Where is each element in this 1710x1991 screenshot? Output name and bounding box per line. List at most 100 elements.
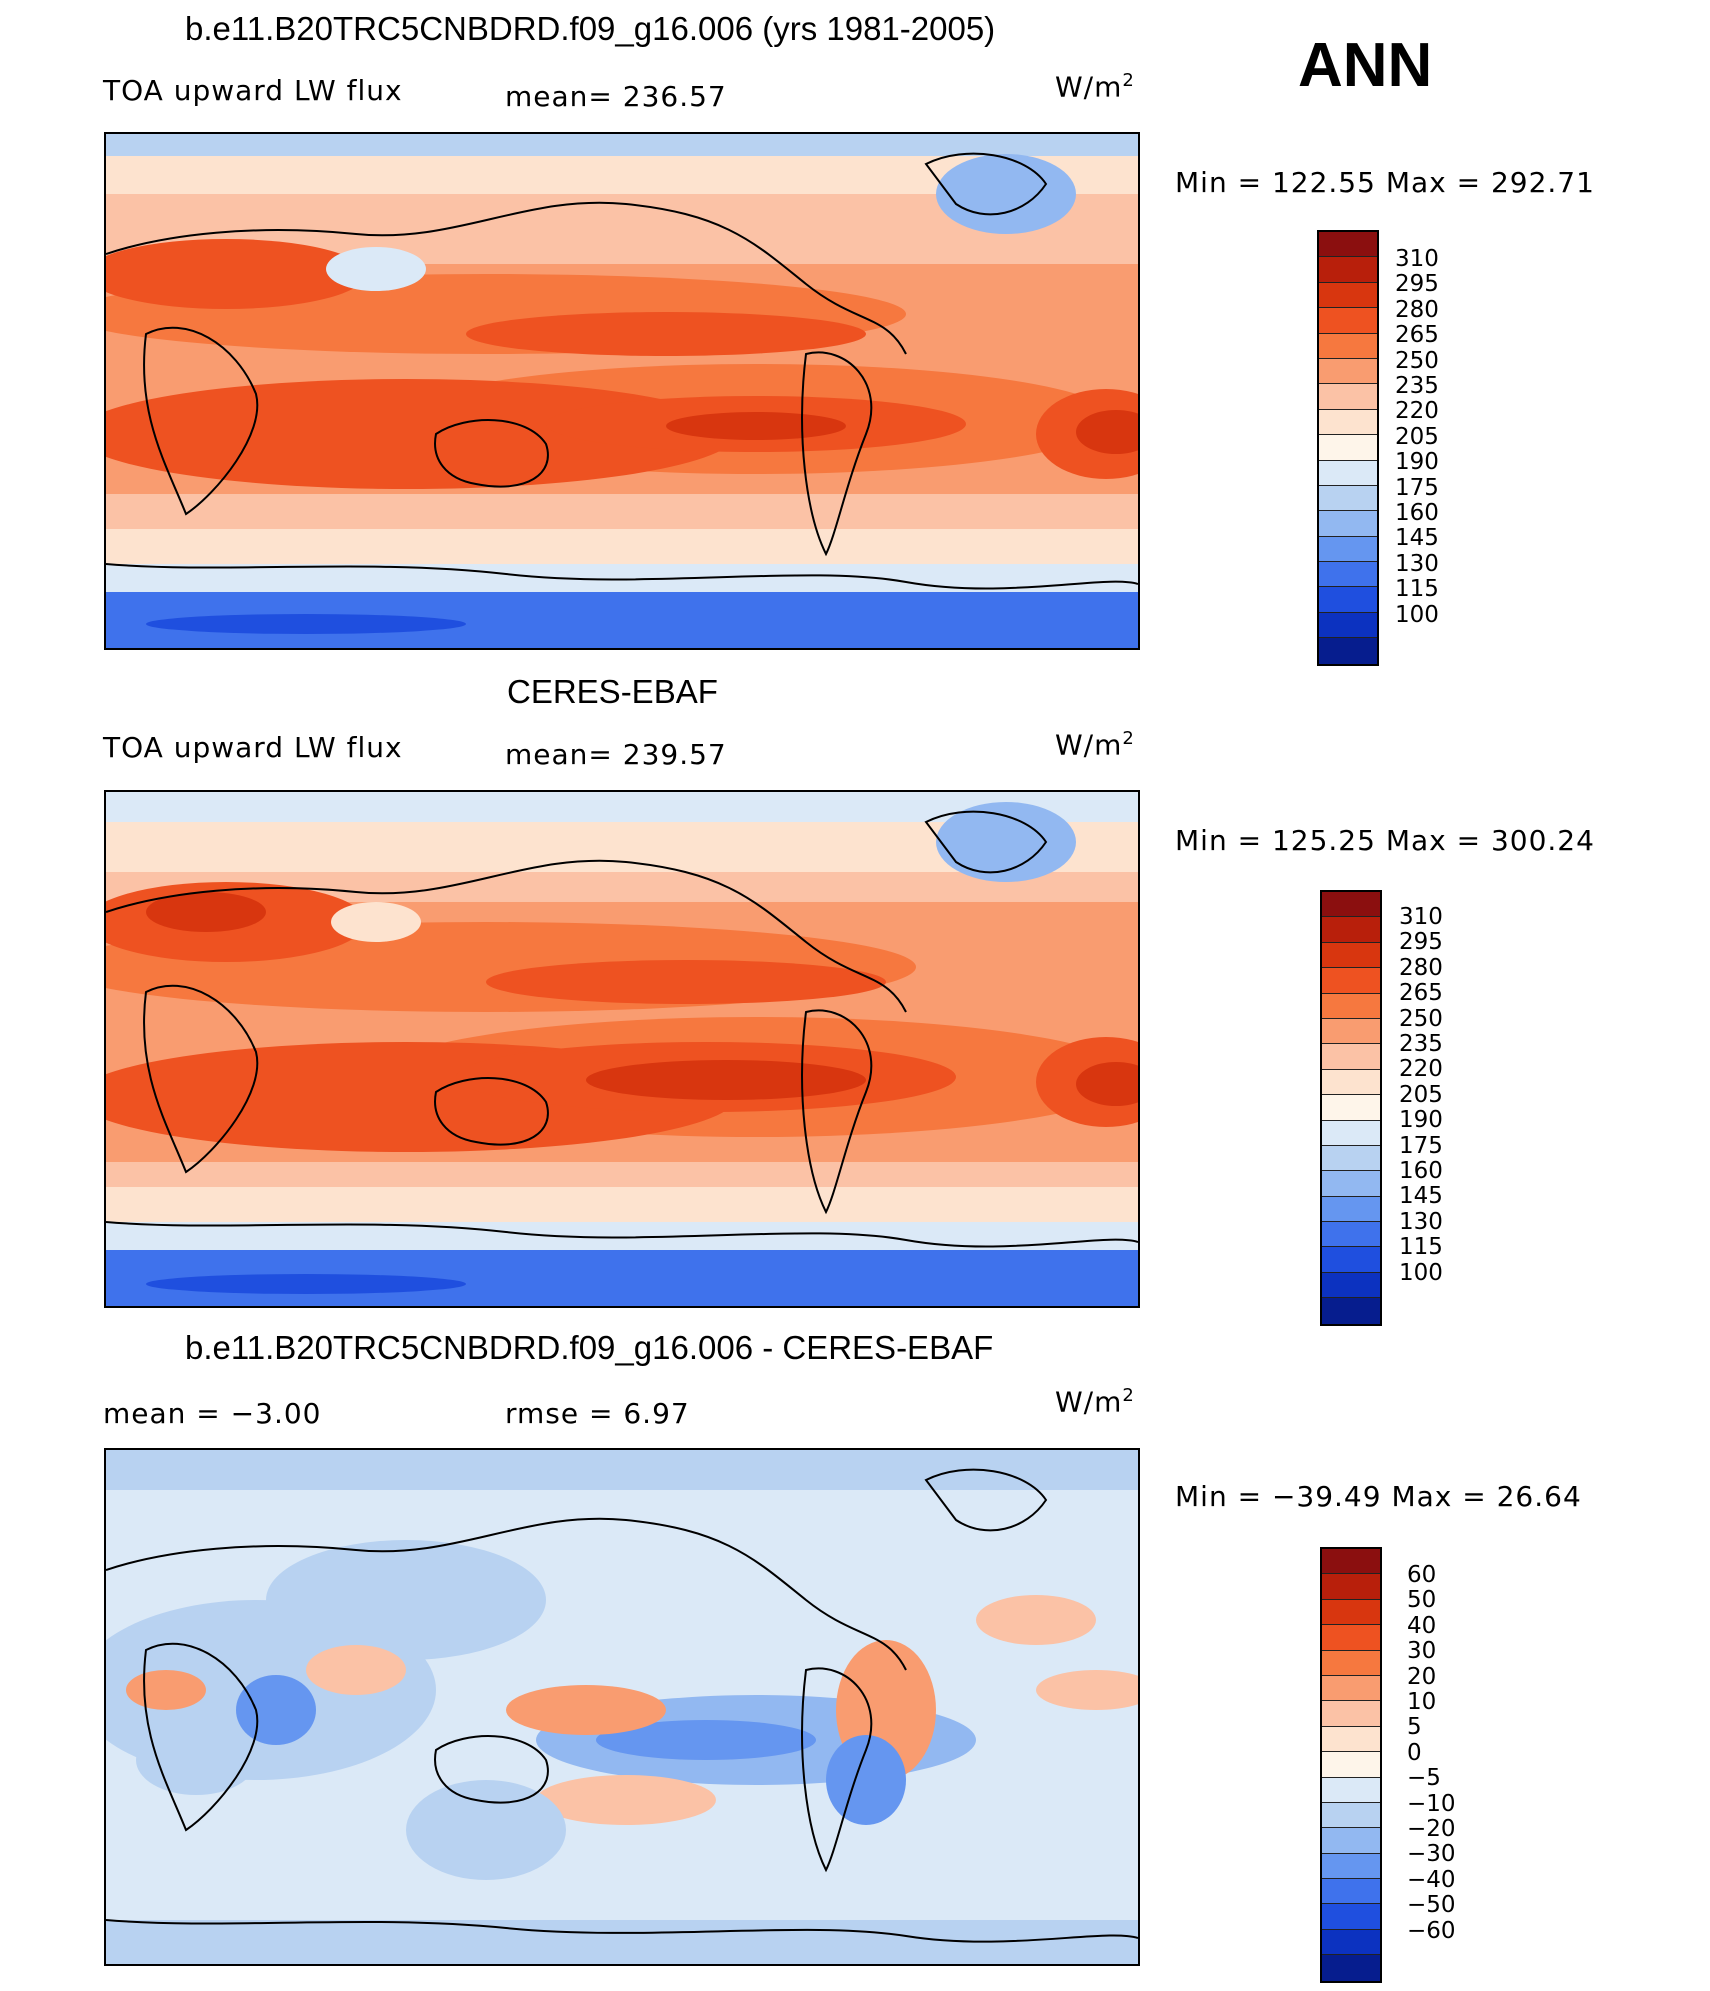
minmax-model: Min = 122.55 Max = 292.71: [1175, 166, 1595, 199]
field-label-obs: TOA upward LW flux: [103, 731, 403, 764]
colorbar-swatch: [1322, 1701, 1380, 1727]
colorbar-tick-label: −50: [1407, 1892, 1456, 1919]
colorbar-swatch: [1322, 1145, 1380, 1172]
colorbar-tick-label: 205: [1395, 423, 1439, 450]
colorbar-swatch: [1319, 333, 1377, 359]
colorbar-swatch: [1322, 1675, 1380, 1702]
colorbar-swatch: [1319, 511, 1377, 537]
map-diff-field: [106, 1450, 1138, 1964]
colorbar-swatch: [1322, 892, 1380, 918]
colorbar-tick-label: 205: [1399, 1081, 1443, 1108]
colorbar-swatch: [1319, 384, 1377, 410]
colorbar-tick-label: −5: [1407, 1765, 1441, 1792]
diff-mean-label: mean = −3.00: [103, 1397, 322, 1430]
rmse-label: rmse = 6.97: [505, 1397, 690, 1430]
colorbar-tick-label: 100: [1399, 1259, 1443, 1286]
mean-label-model: mean= 236.57: [505, 80, 727, 113]
colorbar-swatch: [1319, 358, 1377, 385]
colorbar-tick-label: 280: [1395, 296, 1439, 323]
colorbar-swatch: [1322, 1272, 1380, 1299]
colorbar-tick-label: 295: [1399, 929, 1443, 956]
colorbar-tick-label: 250: [1399, 1005, 1443, 1032]
colorbar-tick-label: 295: [1395, 271, 1439, 298]
colorbar-tick-label: 160: [1399, 1158, 1443, 1184]
colorbar-swatch: [1322, 1777, 1380, 1803]
colorbar-swatch: [1322, 1549, 1380, 1575]
colorbar-swatch: [1322, 968, 1380, 994]
colorbar-swatch: [1322, 1828, 1380, 1854]
colorbar-diff: [1320, 1547, 1382, 1983]
map-obs-field: [106, 792, 1138, 1306]
colorbar-tick-label: 190: [1399, 1107, 1443, 1134]
colorbar-swatch: [1319, 308, 1377, 334]
map-model-field: [106, 134, 1138, 648]
colorbar-tick-label: 30: [1407, 1638, 1437, 1665]
minmax-diff: Min = −39.49 Max = 26.64: [1175, 1480, 1582, 1513]
colorbar-swatch: [1322, 1625, 1380, 1651]
colorbar-swatch: [1322, 1650, 1380, 1676]
colorbar-tick-label: 5: [1407, 1714, 1422, 1741]
colorbar-swatch: [1319, 536, 1377, 563]
map-model: [104, 132, 1140, 650]
panel-title-obs: CERES-EBAF: [507, 673, 718, 710]
colorbar-swatch: [1319, 587, 1377, 613]
colorbar-tick-label: 145: [1395, 525, 1439, 552]
map-obs: [104, 790, 1140, 1308]
colorbar-tick-label: 220: [1399, 1056, 1443, 1083]
colorbar-tick-label: 10: [1407, 1689, 1437, 1715]
colorbar-tick-label: 50: [1407, 1587, 1437, 1614]
colorbar-tick-label: 175: [1399, 1132, 1443, 1159]
colorbar-tick-label: −40: [1407, 1866, 1456, 1893]
colorbar-swatch: [1322, 1044, 1380, 1070]
colorbar-swatch: [1322, 1120, 1380, 1146]
colorbar-tick-label: −10: [1407, 1790, 1456, 1817]
colorbar-swatch: [1322, 1904, 1380, 1930]
panel-title-diff: b.e11.B20TRC5CNBDRD.f09_g16.006 - CERES-…: [185, 1329, 994, 1366]
colorbar-swatch: [1319, 638, 1377, 664]
colorbar-tick-label: 310: [1399, 904, 1443, 930]
colorbar-tick-label: 175: [1395, 474, 1439, 501]
colorbar-swatch: [1322, 1726, 1380, 1753]
colorbar-tick-label: 130: [1395, 550, 1439, 577]
colorbar-tick-label: 265: [1395, 322, 1439, 349]
colorbar-swatch: [1322, 1929, 1380, 1956]
colorbar-tick-label: 265: [1399, 980, 1443, 1007]
colorbar-tick-label: 310: [1395, 246, 1439, 272]
units-label-model: W/m2: [1055, 70, 1135, 104]
colorbar-swatch: [1322, 1599, 1380, 1626]
colorbar-tick-label: 20: [1407, 1663, 1437, 1690]
map-diff: [104, 1448, 1140, 1966]
colorbar-swatch: [1319, 562, 1377, 588]
colorbar-swatch: [1322, 1196, 1380, 1223]
colorbar-swatch: [1319, 282, 1377, 309]
colorbar-swatch: [1322, 917, 1380, 943]
colorbar-tick-label: 250: [1395, 347, 1439, 374]
units-label-diff: W/m2: [1055, 1385, 1135, 1419]
panel-title-model: b.e11.B20TRC5CNBDRD.f09_g16.006 (yrs 198…: [185, 10, 996, 47]
mean-label-obs: mean= 239.57: [505, 738, 727, 771]
colorbar-swatch: [1322, 1853, 1380, 1880]
colorbar-swatch: [1319, 409, 1377, 436]
colorbar-tick-label: 160: [1395, 500, 1439, 526]
colorbar-swatch: [1322, 1752, 1380, 1778]
colorbar-tick-label: 235: [1399, 1031, 1443, 1057]
colorbar-tick-label: 190: [1395, 449, 1439, 476]
colorbar-swatch: [1319, 232, 1377, 258]
colorbar-swatch: [1319, 612, 1377, 639]
colorbar-swatch: [1319, 460, 1377, 486]
colorbar-swatch: [1322, 1222, 1380, 1248]
colorbar-swatch: [1322, 1247, 1380, 1273]
colorbar-tick-label: 280: [1399, 954, 1443, 981]
colorbar-swatch: [1322, 1574, 1380, 1600]
colorbar-tick-label: 100: [1395, 601, 1439, 628]
season-label: ANN: [1298, 31, 1433, 100]
colorbar-tick-label: 115: [1395, 576, 1439, 603]
colorbar-swatch: [1319, 485, 1377, 512]
colorbar-swatch: [1322, 942, 1380, 969]
colorbar-tick-label: −60: [1407, 1917, 1456, 1944]
colorbar-tick-label: 60: [1407, 1562, 1437, 1588]
colorbar-swatch: [1322, 1955, 1380, 1981]
colorbar-swatch: [1322, 1802, 1380, 1829]
colorbar-tick-label: 220: [1395, 398, 1439, 425]
colorbar-model: [1317, 230, 1379, 666]
